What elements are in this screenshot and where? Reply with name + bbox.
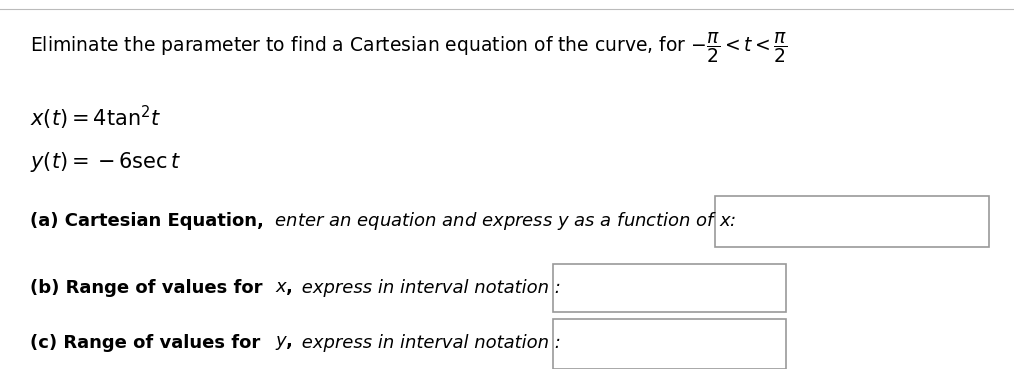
Text: $x(t) = 4\tan^2\!t$: $x(t) = 4\tan^2\!t$ <box>30 104 162 132</box>
Text: express in interval notation :: express in interval notation : <box>296 334 561 352</box>
FancyBboxPatch shape <box>715 196 989 247</box>
Text: (a) Cartesian Equation,: (a) Cartesian Equation, <box>30 213 265 230</box>
Text: Eliminate the parameter to find a Cartesian equation of the curve, for $-\dfrac{: Eliminate the parameter to find a Cartes… <box>30 31 788 65</box>
Text: (c) Range of values for: (c) Range of values for <box>30 334 261 352</box>
FancyBboxPatch shape <box>553 264 786 312</box>
Text: $x$,: $x$, <box>269 279 293 297</box>
Text: enter an equation and express $y$ as a function of $x$:: enter an equation and express $y$ as a f… <box>269 210 736 232</box>
Text: $y$,: $y$, <box>269 334 293 352</box>
Text: (b) Range of values for: (b) Range of values for <box>30 279 263 297</box>
Text: express in interval notation :: express in interval notation : <box>296 279 561 297</box>
Text: $y(t) = -6\sec t$: $y(t) = -6\sec t$ <box>30 150 182 175</box>
FancyBboxPatch shape <box>553 319 786 369</box>
